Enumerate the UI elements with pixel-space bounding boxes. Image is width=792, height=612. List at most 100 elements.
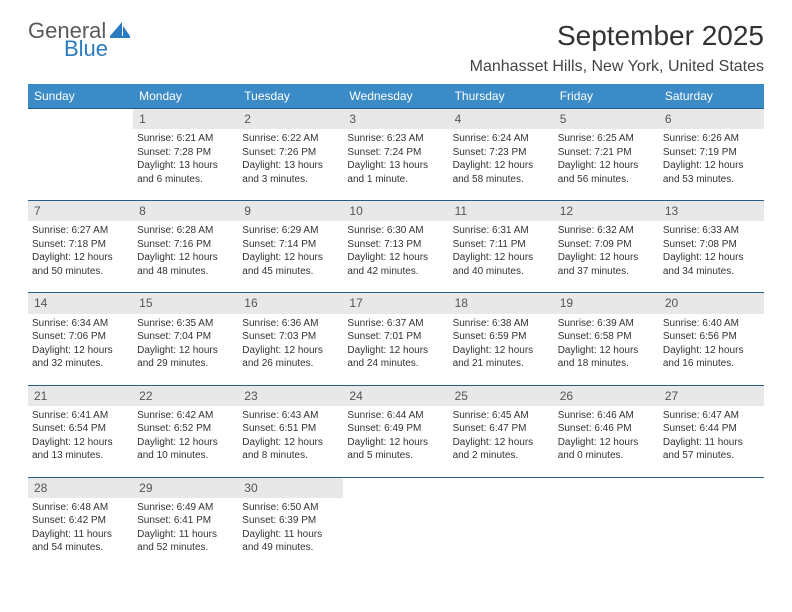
day-number <box>343 477 448 498</box>
day-detail-line: Sunrise: 6:21 AM <box>137 132 234 146</box>
day-number-row: 78910111213 <box>28 201 764 222</box>
day-detail-line: and 13 minutes. <box>32 449 129 463</box>
day-detail-line: and 2 minutes. <box>453 449 550 463</box>
day-detail-line: Daylight: 12 hours <box>453 436 550 450</box>
day-cell: Sunrise: 6:32 AMSunset: 7:09 PMDaylight:… <box>554 221 659 293</box>
day-detail-line: Sunset: 6:49 PM <box>347 422 444 436</box>
day-detail-line: Daylight: 12 hours <box>137 344 234 358</box>
day-detail-line: Sunset: 7:18 PM <box>32 238 129 252</box>
day-cell: Sunrise: 6:38 AMSunset: 6:59 PMDaylight:… <box>449 314 554 386</box>
day-detail-line: Sunset: 7:23 PM <box>453 146 550 160</box>
day-cell: Sunrise: 6:22 AMSunset: 7:26 PMDaylight:… <box>238 129 343 201</box>
day-detail-line: Sunset: 7:08 PM <box>663 238 760 252</box>
day-detail-line: and 16 minutes. <box>663 357 760 371</box>
day-detail-line: Sunrise: 6:28 AM <box>137 224 234 238</box>
day-detail-line: Daylight: 12 hours <box>558 251 655 265</box>
day-cell: Sunrise: 6:33 AMSunset: 7:08 PMDaylight:… <box>659 221 764 293</box>
day-cell: Sunrise: 6:42 AMSunset: 6:52 PMDaylight:… <box>133 406 238 478</box>
day-number: 24 <box>343 385 448 406</box>
day-detail-line: Daylight: 11 hours <box>663 436 760 450</box>
day-detail-line: and 34 minutes. <box>663 265 760 279</box>
day-number: 25 <box>449 385 554 406</box>
day-detail-line: Sunrise: 6:47 AM <box>663 409 760 423</box>
location: Manhasset Hills, New York, United States <box>470 58 764 76</box>
day-detail-line: Sunset: 7:11 PM <box>453 238 550 252</box>
day-detail-line: Daylight: 12 hours <box>453 159 550 173</box>
day-detail-line: and 24 minutes. <box>347 357 444 371</box>
day-number: 10 <box>343 201 448 222</box>
day-number <box>28 109 133 130</box>
day-detail-line: Sunrise: 6:27 AM <box>32 224 129 238</box>
day-detail-line: Sunset: 7:09 PM <box>558 238 655 252</box>
day-number <box>659 477 764 498</box>
day-detail-line: Sunset: 7:13 PM <box>347 238 444 252</box>
day-detail-line: Sunrise: 6:32 AM <box>558 224 655 238</box>
day-cell: Sunrise: 6:26 AMSunset: 7:19 PMDaylight:… <box>659 129 764 201</box>
day-detail-line: Sunset: 7:21 PM <box>558 146 655 160</box>
day-detail-line: Sunset: 6:39 PM <box>242 514 339 528</box>
month-title: September 2025 <box>470 20 764 52</box>
day-detail-line: Daylight: 12 hours <box>347 251 444 265</box>
day-detail-line: Sunrise: 6:34 AM <box>32 317 129 331</box>
day-detail-line: Daylight: 12 hours <box>558 436 655 450</box>
day-detail-line: Daylight: 11 hours <box>137 528 234 542</box>
weekday-header: Tuesday <box>238 84 343 109</box>
day-detail-line: Sunset: 7:04 PM <box>137 330 234 344</box>
day-number: 22 <box>133 385 238 406</box>
day-detail-line: and 50 minutes. <box>32 265 129 279</box>
day-cell: Sunrise: 6:28 AMSunset: 7:16 PMDaylight:… <box>133 221 238 293</box>
day-detail-line: Sunrise: 6:24 AM <box>453 132 550 146</box>
day-detail-line: Sunrise: 6:30 AM <box>347 224 444 238</box>
day-number: 17 <box>343 293 448 314</box>
day-detail-line: Sunset: 7:28 PM <box>137 146 234 160</box>
day-number: 3 <box>343 109 448 130</box>
day-number-row: 21222324252627 <box>28 385 764 406</box>
day-detail-line: Daylight: 12 hours <box>32 344 129 358</box>
weekday-header: Sunday <box>28 84 133 109</box>
day-detail-line: Sunset: 7:03 PM <box>242 330 339 344</box>
day-detail-line: and 26 minutes. <box>242 357 339 371</box>
weekday-header: Friday <box>554 84 659 109</box>
weekday-header: Monday <box>133 84 238 109</box>
header: General Blue September 2025 Manhasset Hi… <box>28 20 764 76</box>
day-detail-line: Daylight: 12 hours <box>137 251 234 265</box>
calendar-page: General Blue September 2025 Manhasset Hi… <box>0 0 792 589</box>
day-number: 4 <box>449 109 554 130</box>
day-detail-line: Sunset: 7:26 PM <box>242 146 339 160</box>
day-detail-line: Sunrise: 6:33 AM <box>663 224 760 238</box>
day-number: 16 <box>238 293 343 314</box>
day-detail-line: Sunrise: 6:43 AM <box>242 409 339 423</box>
day-cell: Sunrise: 6:29 AMSunset: 7:14 PMDaylight:… <box>238 221 343 293</box>
day-detail-line: Sunset: 6:41 PM <box>137 514 234 528</box>
day-detail-line: Sunset: 7:14 PM <box>242 238 339 252</box>
weekday-header: Thursday <box>449 84 554 109</box>
day-detail-line: Daylight: 12 hours <box>347 344 444 358</box>
day-detail-line: Sunrise: 6:22 AM <box>242 132 339 146</box>
day-detail-line: and 10 minutes. <box>137 449 234 463</box>
day-detail-line: Sunset: 6:58 PM <box>558 330 655 344</box>
day-detail-line: Sunrise: 6:44 AM <box>347 409 444 423</box>
day-detail-line: Sunset: 7:16 PM <box>137 238 234 252</box>
day-detail-line: Daylight: 12 hours <box>347 436 444 450</box>
day-detail-line: Sunset: 6:54 PM <box>32 422 129 436</box>
day-detail-line: Daylight: 12 hours <box>242 251 339 265</box>
day-cell: Sunrise: 6:24 AMSunset: 7:23 PMDaylight:… <box>449 129 554 201</box>
day-detail-line: Sunset: 7:01 PM <box>347 330 444 344</box>
day-detail-line: and 58 minutes. <box>453 173 550 187</box>
day-detail-line: Daylight: 12 hours <box>663 159 760 173</box>
day-detail-line: and 42 minutes. <box>347 265 444 279</box>
day-detail-line: Daylight: 11 hours <box>242 528 339 542</box>
day-detail-line: Daylight: 12 hours <box>558 344 655 358</box>
day-cell: Sunrise: 6:44 AMSunset: 6:49 PMDaylight:… <box>343 406 448 478</box>
weekday-header: Saturday <box>659 84 764 109</box>
day-number: 1 <box>133 109 238 130</box>
day-detail-line: Sunset: 7:24 PM <box>347 146 444 160</box>
day-detail-line: Sunrise: 6:26 AM <box>663 132 760 146</box>
day-detail-line: Sunrise: 6:29 AM <box>242 224 339 238</box>
day-detail-line: Sunrise: 6:45 AM <box>453 409 550 423</box>
day-detail-line: Sunset: 6:52 PM <box>137 422 234 436</box>
day-detail-line: and 54 minutes. <box>32 541 129 555</box>
day-detail-line: Daylight: 12 hours <box>558 159 655 173</box>
day-number: 28 <box>28 477 133 498</box>
day-detail-line: Sunrise: 6:48 AM <box>32 501 129 515</box>
